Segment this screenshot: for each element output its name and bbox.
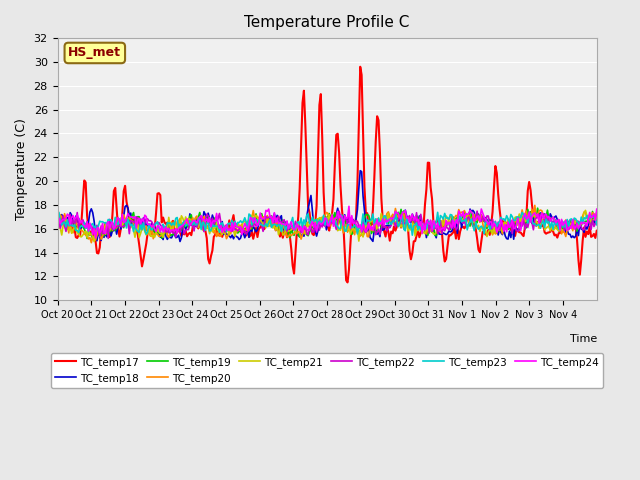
TC_temp22 (72, 219, 79, 225)
TC_temp22 (521, 227, 529, 232)
TC_temp23 (521, 215, 529, 221)
TC_temp23 (392, 209, 399, 215)
TC_temp17 (521, 224, 529, 230)
TC_temp18 (441, 231, 449, 237)
TC_temp24 (72, 215, 79, 220)
Text: HS_met: HS_met (68, 47, 122, 60)
TC_temp21 (591, 215, 599, 221)
TC_temp24 (591, 217, 599, 223)
TC_temp23 (72, 228, 79, 233)
Line: TC_temp24: TC_temp24 (58, 206, 596, 238)
Line: TC_temp22: TC_temp22 (58, 211, 596, 239)
TC_temp17 (593, 228, 600, 234)
Title: Temperature Profile C: Temperature Profile C (244, 15, 410, 30)
TC_temp18 (54, 224, 61, 230)
TC_temp24 (593, 206, 600, 212)
TC_temp23 (408, 232, 416, 238)
TC_temp21 (593, 216, 600, 222)
TC_temp24 (332, 216, 340, 221)
TC_temp19 (54, 222, 61, 228)
TC_temp19 (440, 221, 447, 227)
TC_temp21 (90, 239, 98, 244)
TC_temp23 (54, 213, 61, 219)
TC_temp21 (520, 211, 527, 217)
Line: TC_temp19: TC_temp19 (58, 208, 596, 240)
TC_temp23 (593, 222, 600, 228)
Line: TC_temp20: TC_temp20 (58, 205, 596, 243)
TC_temp18 (72, 213, 79, 219)
TC_temp17 (54, 224, 61, 230)
TC_temp20 (72, 217, 79, 223)
TC_temp24 (92, 235, 99, 241)
TC_temp21 (72, 225, 79, 230)
TC_temp22 (89, 226, 97, 232)
Text: Time: Time (570, 335, 596, 344)
TC_temp21 (332, 218, 340, 224)
TC_temp24 (54, 216, 61, 221)
TC_temp22 (104, 236, 112, 241)
TC_temp22 (332, 227, 340, 232)
TC_temp20 (90, 237, 98, 243)
TC_temp24 (521, 211, 529, 216)
TC_temp17 (591, 235, 599, 241)
TC_temp21 (54, 219, 61, 225)
TC_temp19 (520, 215, 527, 221)
TC_temp21 (582, 207, 589, 213)
TC_temp24 (441, 227, 449, 232)
TC_temp20 (593, 216, 600, 221)
TC_temp19 (534, 205, 541, 211)
TC_temp17 (331, 161, 339, 167)
TC_temp22 (593, 218, 600, 224)
TC_temp19 (89, 237, 97, 242)
TC_temp17 (356, 64, 364, 70)
TC_temp17 (344, 279, 351, 285)
TC_temp17 (441, 259, 449, 264)
TC_temp19 (72, 228, 79, 233)
TC_temp18 (591, 217, 599, 223)
TC_temp24 (345, 204, 353, 209)
TC_temp18 (332, 211, 340, 217)
TC_temp18 (89, 210, 97, 216)
TC_temp17 (72, 234, 79, 240)
Legend: TC_temp17, TC_temp18, TC_temp19, TC_temp20, TC_temp21, TC_temp22, TC_temp23, TC_: TC_temp17, TC_temp18, TC_temp19, TC_temp… (51, 353, 604, 388)
TC_temp19 (332, 217, 340, 223)
TC_temp21 (440, 222, 447, 228)
TC_temp20 (332, 220, 340, 226)
TC_temp20 (440, 215, 447, 221)
TC_temp17 (89, 227, 97, 232)
TC_temp22 (440, 225, 447, 231)
TC_temp22 (473, 208, 481, 214)
Line: TC_temp17: TC_temp17 (58, 67, 596, 282)
TC_temp20 (88, 240, 95, 246)
TC_temp20 (54, 220, 61, 226)
TC_temp23 (441, 211, 449, 216)
TC_temp23 (591, 215, 599, 220)
Line: TC_temp21: TC_temp21 (58, 210, 596, 241)
TC_temp19 (591, 216, 599, 222)
TC_temp20 (520, 214, 527, 220)
TC_temp18 (176, 239, 184, 244)
TC_temp22 (54, 229, 61, 235)
TC_temp18 (593, 209, 600, 215)
TC_temp23 (331, 217, 339, 223)
TC_temp19 (90, 236, 98, 242)
TC_temp18 (521, 220, 529, 226)
Line: TC_temp23: TC_temp23 (58, 212, 596, 235)
TC_temp18 (356, 168, 364, 174)
TC_temp20 (591, 212, 599, 217)
TC_temp21 (89, 233, 97, 239)
Y-axis label: Temperature (C): Temperature (C) (15, 118, 28, 220)
Line: TC_temp18: TC_temp18 (58, 171, 596, 241)
TC_temp20 (531, 203, 539, 208)
TC_temp24 (89, 232, 97, 238)
TC_temp22 (591, 221, 599, 227)
TC_temp23 (89, 221, 97, 227)
TC_temp19 (593, 220, 600, 226)
